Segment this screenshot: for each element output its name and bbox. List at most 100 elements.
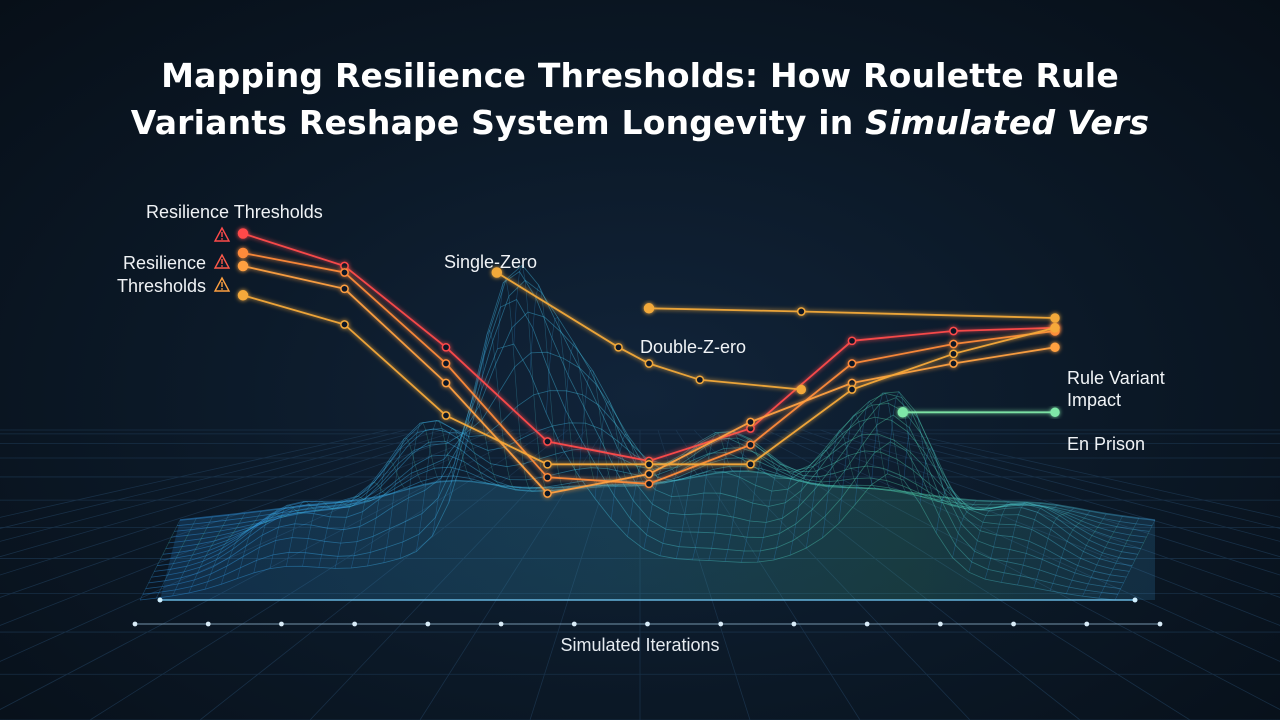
- series-point: [491, 267, 503, 278]
- surface-mesh-line: [269, 504, 311, 569]
- x-axis-tick: [718, 621, 724, 627]
- series-point: [340, 320, 349, 329]
- surface-mesh-line: [416, 420, 457, 552]
- series-line: [491, 267, 807, 395]
- surface-mesh-line: [984, 501, 1026, 580]
- floor-grid-line: [0, 429, 407, 529]
- surface-mesh-line: [1049, 510, 1091, 592]
- surface-mesh-line: [903, 410, 945, 502]
- series-point: [695, 375, 705, 385]
- x-axis-tick: [132, 621, 138, 627]
- series-point: [543, 489, 552, 498]
- series-point: [614, 342, 623, 352]
- series-point: [237, 290, 249, 301]
- surface-mesh-line: [594, 400, 636, 499]
- x-axis-tick: [864, 621, 870, 627]
- surface-mesh-line: [188, 514, 230, 594]
- surface-mesh-line: [481, 329, 522, 491]
- surface-mesh-line: [952, 501, 993, 558]
- series-line: [643, 303, 1060, 323]
- floor-grid-line: [0, 429, 461, 576]
- surface-mesh-line: [546, 316, 587, 489]
- annotation-resilience-thresholds-side-2: Thresholds: [117, 276, 206, 296]
- surface-mesh-line: [318, 499, 360, 568]
- x-axis-tick: [205, 621, 211, 627]
- surface-mesh-line: [578, 370, 619, 487]
- series-point: [644, 479, 654, 489]
- series-point: [847, 359, 857, 368]
- series-point: [746, 440, 755, 450]
- series-point: [1050, 342, 1060, 353]
- chart-title-emphasis: Simulated Vers: [865, 103, 1150, 142]
- surface-mesh-line: [399, 422, 441, 559]
- surface-corner-dot: [157, 597, 163, 603]
- surface-mesh-line: [286, 501, 327, 567]
- surface-mesh-line: [773, 469, 814, 561]
- floor-grid-line: [0, 429, 443, 558]
- surface-mesh-line: [432, 427, 473, 536]
- x-axis-tick: [571, 621, 577, 627]
- series-point: [340, 268, 349, 277]
- series-point: [949, 326, 958, 336]
- series-point: [543, 472, 552, 482]
- series-point: [643, 303, 655, 314]
- series-point: [441, 342, 451, 352]
- series-point: [897, 407, 909, 418]
- surface-mesh-line: [968, 501, 1010, 573]
- surface-mesh-line: [1017, 504, 1058, 586]
- floor-grid-line: [0, 429, 389, 518]
- warning-triangle-icon: [213, 276, 231, 292]
- series-point: [237, 260, 249, 272]
- surface-mesh-line: [1114, 519, 1156, 601]
- series-point: [644, 359, 654, 368]
- annotation-double-zero: Double-Z-ero: [640, 337, 746, 357]
- surface-mesh-line: [1033, 507, 1075, 588]
- annotation-rule-variant-impact-2: Impact: [1067, 390, 1121, 410]
- surface-mesh-line: [838, 414, 879, 524]
- floor-grid-line: [801, 429, 1280, 598]
- warning-triangle-icon: [213, 226, 231, 242]
- surface-mesh-line: [139, 519, 181, 601]
- series-line: [237, 290, 1060, 469]
- surface-mesh-line: [448, 432, 489, 503]
- surface-mesh-line: [1001, 502, 1042, 583]
- x-axis-tick: [1157, 621, 1163, 627]
- series-path: [648, 307, 1056, 319]
- floor-grid-line: [0, 429, 479, 598]
- surface-mesh-line: [334, 495, 376, 569]
- series-line: [237, 247, 1060, 489]
- surface-mesh-line: [253, 506, 295, 573]
- series-point: [441, 359, 451, 368]
- series-point: [847, 385, 857, 394]
- surface-mesh-line: [1082, 515, 1123, 597]
- series-line: [897, 407, 1060, 418]
- annotation-layer: Resilience Thresholds Resilience Thresho…: [117, 202, 1165, 655]
- series-point: [847, 336, 857, 346]
- surface-mesh-line: [822, 430, 863, 538]
- surface-mesh-line: [854, 400, 896, 505]
- surface-mesh-line: [919, 447, 961, 507]
- surface-corner-dot: [1132, 597, 1138, 603]
- surface-mesh-line: [936, 486, 977, 534]
- x-axis-tick: [1011, 621, 1016, 627]
- surface-mesh-line: [871, 392, 912, 495]
- floor-grid-line: [873, 429, 1280, 529]
- x-axis-tick: [498, 621, 504, 627]
- series-path: [496, 271, 802, 391]
- surface-mesh-line: [383, 437, 425, 563]
- series-point: [543, 437, 552, 446]
- annotation-resilience-thresholds-top: Resilience Thresholds: [146, 202, 323, 222]
- floor-grid-line: [855, 429, 1280, 542]
- x-axis: [132, 621, 1163, 627]
- surface-mesh-line: [806, 449, 847, 549]
- series-point: [949, 359, 958, 368]
- x-axis-tick: [645, 621, 650, 627]
- chart-title-line-2: Variants Reshape System Longevity in Sim…: [0, 103, 1280, 142]
- surface-mesh-line: [172, 516, 213, 597]
- floor-grid-line: [0, 429, 425, 542]
- series-point: [1050, 407, 1060, 418]
- surface-mesh-line: [156, 518, 197, 599]
- annotation-rule-variant-impact-1: Rule Variant: [1067, 368, 1165, 388]
- surface-mesh-line: [741, 451, 782, 563]
- surface-mesh-line: [221, 510, 262, 585]
